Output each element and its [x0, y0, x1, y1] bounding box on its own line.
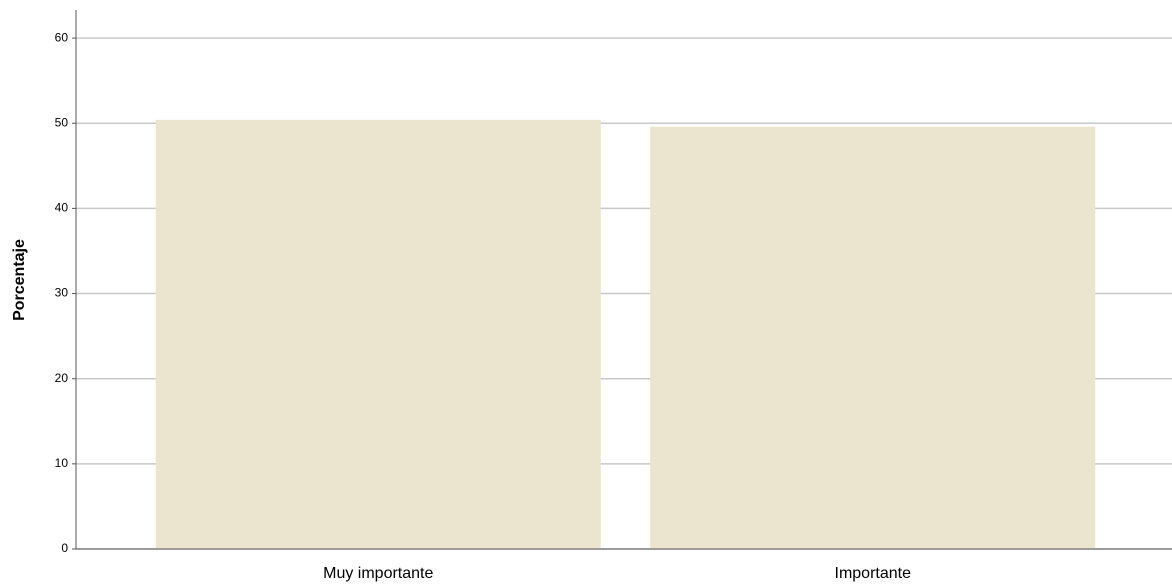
x-tick-label: Muy importante	[323, 565, 433, 582]
y-tick-label: 10	[55, 456, 69, 470]
y-tick-label: 40	[55, 201, 69, 215]
bar	[155, 119, 601, 550]
x-tick-label: Importante	[835, 565, 912, 582]
y-tick-label: 60	[55, 30, 69, 44]
y-tick-label: 20	[55, 371, 69, 385]
bar	[650, 126, 1096, 549]
y-tick-label: 50	[55, 115, 69, 129]
y-axis-label: Porcentaje	[11, 239, 28, 321]
y-tick-label: 30	[55, 286, 69, 300]
y-tick-label: 0	[61, 541, 68, 555]
